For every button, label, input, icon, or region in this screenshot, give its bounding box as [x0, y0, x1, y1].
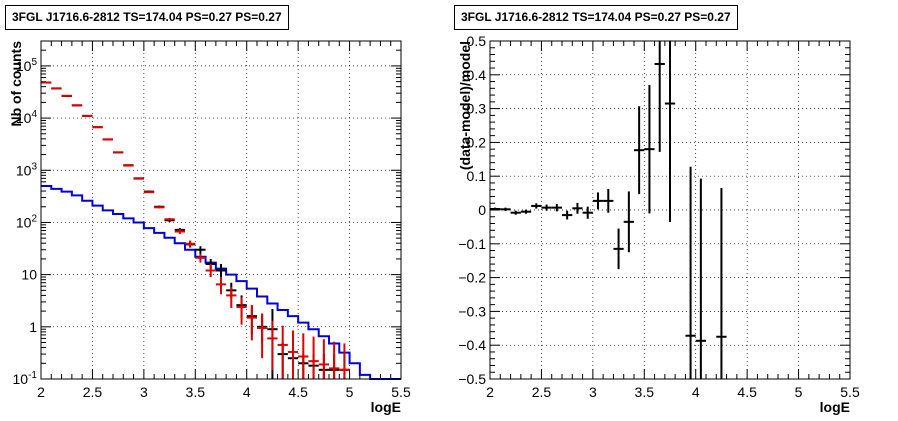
x-tick-label: 2 [486, 384, 494, 400]
y-tick-label: 102 [16, 213, 38, 230]
x-axis-label: logE [820, 399, 850, 415]
y-tick-label: −0.2 [458, 270, 486, 286]
x-tick-label: 5 [795, 384, 803, 400]
x-tick-label: 4.5 [288, 384, 308, 400]
y-tick-label: 1 [29, 319, 37, 335]
residual-chart: 2 2.5 3 3.5 4 4.5 5 5.5 −0.5 −0.4 −0.3 −0.2 −0.1 0 0.1… [457, 33, 860, 415]
x-tick-label: 5.5 [391, 384, 411, 400]
x-tick-label: 2.5 [532, 384, 552, 400]
x-tick-label: 4 [692, 384, 700, 400]
y-tick-label: 10-1 [13, 370, 38, 387]
y-tick-label: 0 [478, 202, 486, 218]
y-tick-label: 0.2 [467, 134, 487, 150]
x-tick-label: 2.5 [83, 384, 103, 400]
y-axis-label: (data-model)/model [457, 41, 473, 170]
y-tick-label: −0.3 [458, 303, 486, 319]
plot-frame [40, 40, 402, 380]
counts-panel: 2 2.5 3 3.5 4 4.5 5 5.5 10-1 1 10 102 103 104 105 logE N… [5, 5, 411, 415]
y-tick-label: 0.4 [467, 67, 487, 83]
plot-area [41, 41, 401, 379]
x-tick-label: 3.5 [186, 384, 206, 400]
y-tick-label: 105 [16, 57, 38, 74]
y-tick-label: 0.5 [467, 33, 487, 49]
y-tick-label: 104 [16, 109, 38, 126]
y-axis-label: Nb of counts [8, 41, 24, 127]
x-tick-label: 5.5 [840, 384, 860, 400]
x-tick-label: 3.5 [635, 384, 655, 400]
y-tick-label: 10 [21, 267, 37, 283]
plot-frame [489, 40, 851, 380]
source-model-histogram [41, 184, 401, 380]
x-axis-label: logE [371, 399, 401, 415]
y-tick-label: −0.4 [458, 337, 486, 353]
y-tick-label: 0.1 [467, 168, 487, 184]
counts-chart: 2 2.5 3 3.5 4 4.5 5 5.5 10-1 1 10 102 103 104 105 logE N… [8, 40, 411, 415]
y-tick-label: −0.5 [458, 371, 486, 387]
y-tick-label: 103 [16, 161, 38, 178]
x-tick-label: 3 [589, 384, 597, 400]
x-tick-label: 3 [140, 384, 148, 400]
counts-chart-title: 3FGL J1716.6-2812 TS=174.04 PS=0.27 PS=0… [5, 5, 289, 30]
x-tick-label: 4.5 [737, 384, 757, 400]
y-tick-label: −0.1 [458, 236, 486, 252]
x-tick-label: 5 [346, 384, 354, 400]
x-tick-label: 2 [37, 384, 45, 400]
residual-panel: 2 2.5 3 3.5 4 4.5 5 5.5 −0.5 −0.4 −0.3 −0.2 −0.1 0 0.1… [449, 0, 898, 421]
residual-chart-title: 3FGL J1716.6-2812 TS=174.04 PS=0.27 PS=0… [454, 5, 738, 30]
x-tick-label: 4 [243, 384, 251, 400]
y-tick-label: 0.3 [467, 101, 487, 117]
